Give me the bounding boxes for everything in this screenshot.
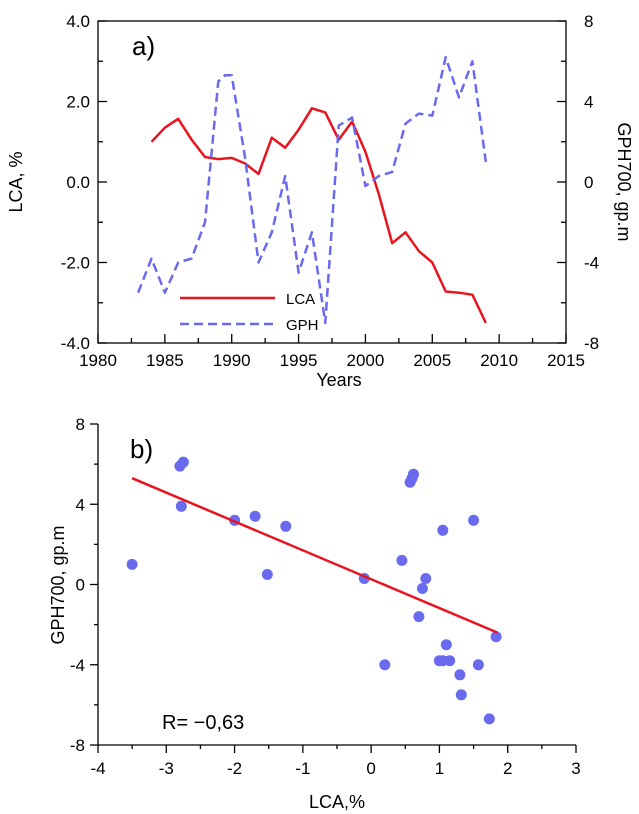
- panel-a-plot-frame: [97, 20, 567, 344]
- panel-b-y-axis: -8 -4 0 4 8: [70, 415, 98, 755]
- series-line-gph: [136, 55, 488, 325]
- scatter-point: [416, 583, 428, 594]
- x-tick-label: 2: [503, 759, 512, 778]
- panel-a-label: a): [132, 31, 155, 61]
- x-tick-label: 3: [571, 759, 580, 778]
- scatter-point: [468, 514, 480, 526]
- x-tick-label: 1995: [280, 351, 318, 370]
- right-y-tick-label: 8: [584, 12, 593, 31]
- panel-b-scatter-chart: -4 -3 -2 -1 0 1 2 3 -8 -4 0 4 8 b) R= −0,63 LCA,% G…: [48, 415, 581, 812]
- x-tick-label: 1985: [146, 351, 184, 370]
- right-y-tick-label: 4: [584, 93, 593, 112]
- panel-b-x-axis: -4 -3 -2 -1 0 1 2 3: [90, 745, 581, 778]
- x-tick-label: 1990: [213, 351, 251, 370]
- scatter-point: [126, 558, 138, 570]
- scatter-point: [177, 456, 189, 468]
- x-tick-label: 0: [366, 759, 375, 778]
- y-tick-label: 0: [76, 576, 85, 595]
- panel-a-line-chart: 1980 1985 1990 1995 2000 2005 2010 2015 -4.0 -2.…: [6, 12, 634, 390]
- y-tick-label: -8: [70, 736, 85, 755]
- correlation-annotation: R= −0,63: [162, 712, 244, 734]
- scatter-point: [379, 659, 391, 671]
- panel-b-points: [126, 456, 502, 725]
- legend-lca-label: LCA: [286, 291, 315, 308]
- panel-b-x-axis-title: LCA,%: [309, 792, 365, 812]
- x-tick-label: 2010: [480, 351, 518, 370]
- right-y-tick-label: -8: [584, 334, 599, 353]
- scatter-point: [454, 669, 466, 681]
- right-y-tick-label: 0: [584, 173, 593, 192]
- scatter-point: [472, 659, 484, 671]
- scatter-point: [408, 468, 419, 480]
- y-tick-label: -4.0: [61, 334, 90, 353]
- panel-a-x-axis-title: Years: [316, 370, 361, 390]
- y-tick-label: 8: [76, 415, 85, 434]
- scatter-point: [413, 611, 425, 623]
- scatter-point: [440, 639, 452, 651]
- x-tick-label: -3: [159, 759, 174, 778]
- scatter-point: [261, 569, 273, 580]
- panel-a-right-y-axis-title: GPH700, gp.m: [614, 122, 634, 241]
- regression-line: [131, 477, 498, 634]
- scatter-point: [444, 655, 456, 667]
- x-tick-label: 2005: [413, 351, 451, 370]
- x-tick-label: 1980: [79, 351, 117, 370]
- panel-b-y-axis-title: GPH700, gp.m: [48, 525, 68, 644]
- y-tick-label: 4.0: [66, 12, 90, 31]
- y-tick-label: 2.0: [66, 93, 90, 112]
- y-tick-label: 4: [76, 495, 85, 514]
- scatter-point: [483, 713, 495, 725]
- panel-a-left-y-axis-title: LCA, %: [6, 151, 26, 212]
- scatter-point: [396, 554, 408, 566]
- x-tick-label: -2: [227, 759, 242, 778]
- y-tick-label: -4: [70, 656, 85, 675]
- panel-a-right-y-axis: -8 -4 0 4 8: [557, 12, 599, 353]
- y-tick-label: 0.0: [66, 173, 90, 192]
- panel-a-left-y-axis: -4.0 -2.0 0.0 2.0 4.0: [61, 12, 107, 353]
- scatter-point: [437, 524, 449, 536]
- x-tick-label: 2015: [547, 351, 585, 370]
- panel-a-series: [136, 55, 488, 325]
- panel-b-regression: [131, 477, 498, 634]
- y-tick-label: -2.0: [61, 254, 90, 273]
- panel-a-legend: LCA GPH: [180, 291, 319, 334]
- scatter-point: [249, 510, 261, 522]
- panel-a-x-axis: 1980 1985 1990 1995 2000 2005 2010 2015: [79, 334, 585, 370]
- scatter-point: [280, 520, 292, 532]
- scatter-point: [490, 631, 502, 643]
- x-tick-label: -4: [90, 759, 105, 778]
- x-tick-label: 1: [435, 759, 444, 778]
- legend-gph-label: GPH: [286, 317, 319, 334]
- x-tick-label: -1: [295, 759, 310, 778]
- scatter-point: [455, 689, 467, 701]
- x-tick-label: 2000: [347, 351, 385, 370]
- scatter-point: [420, 573, 432, 584]
- panel-b-label: b): [130, 434, 153, 464]
- series-line-lca: [150, 107, 487, 324]
- right-y-tick-label: -4: [584, 254, 599, 273]
- scatter-point: [175, 500, 187, 512]
